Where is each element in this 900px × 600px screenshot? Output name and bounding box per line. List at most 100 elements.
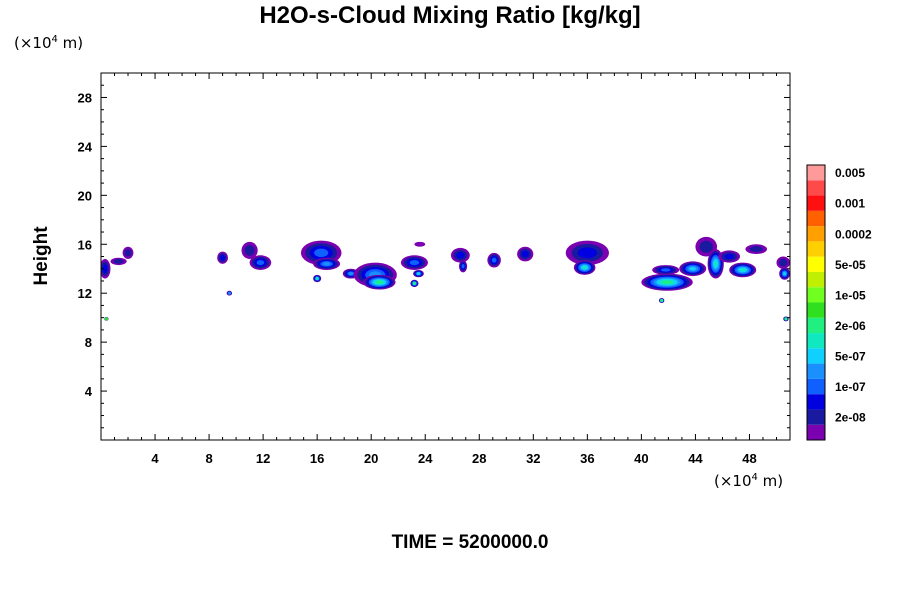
colorbar-swatch [807,424,825,440]
cloud-region [313,274,322,283]
cloud-layer [461,264,465,269]
colorbar-swatch [807,256,825,272]
x-tick-label: 48 [742,451,756,466]
x-tick-label: 36 [580,451,594,466]
colorbar-frame [806,164,826,441]
colorbar-swatch [807,394,825,410]
cloud-region [459,260,468,273]
x-tick-label: 28 [472,451,486,466]
colorbar-swatch [807,317,825,334]
y-axis-unit: (×104 m) [14,34,83,52]
cloud-layer [491,257,497,263]
cloud-region [729,262,757,278]
x-tick-label: 12 [256,451,270,466]
x-axis-unit-prefix: (×10 [714,472,752,490]
chart-title: H2O-s-Cloud Mixing Ratio [kg/kg] [259,2,641,29]
colorbar-swatch [807,210,825,227]
cloud-region [400,255,428,270]
cloud-layer [779,258,788,267]
x-tick-label: 8 [205,451,212,466]
colorbar-swatch [807,409,825,425]
x-tick-label: 16 [310,451,324,466]
y-tick-label: 16 [78,237,92,252]
cloud-layer [104,317,108,321]
x-tick-label: 40 [634,451,648,466]
colorbar-label: 0.005 [835,166,865,180]
x-tick-label: 20 [364,451,378,466]
y-tick-label: 4 [85,384,93,399]
cloud-layer [315,277,319,281]
y-tick-label: 12 [78,286,92,301]
cloud-region [217,251,228,264]
cloud-layer [724,253,735,260]
cloud-region [776,256,790,269]
time-annotation: TIME = 5200000.0 [391,532,549,553]
cloud-region [249,255,272,270]
cloud-layer [220,255,225,261]
cloud-layer [749,246,763,253]
cloud-region [104,317,109,321]
cloud-layer [521,250,529,258]
plot-area [101,73,790,440]
y-tick-label: 28 [78,90,92,105]
x-axis-unit: (×104 m) [714,472,783,490]
cloud-region [413,269,424,278]
colorbar-label: 2e-08 [835,411,866,425]
colorbar-swatch [807,378,825,395]
y-tick-label: 8 [85,335,92,350]
cloud-region [658,298,665,303]
cloud-region [718,250,741,263]
colorbar-swatch [807,165,825,181]
cloud-region [779,267,790,280]
cloud-region [414,241,426,247]
cloud-layer [783,272,787,276]
cloud-layer [456,252,465,259]
x-tick-label: 32 [526,451,540,466]
cloud-layer [699,240,713,253]
colorbar-swatch [807,333,825,349]
cloud-region [487,252,501,268]
cloud-layer [577,247,597,259]
cloud-region [226,290,233,296]
cloud-region [641,273,693,291]
cloud-region [745,244,768,255]
cloud-region [313,257,341,270]
y-axis-unit-exponent: 4 [51,34,58,45]
y-tick-label: 20 [78,188,92,203]
x-axis-unit-exponent: 4 [751,472,758,483]
colorbar-label: 0.001 [835,197,865,211]
cloud-layer [784,317,788,321]
cloud-layer [227,291,231,295]
colorbar-swatch [807,241,825,257]
cloud-region [363,274,396,290]
cloud-layer [102,264,108,274]
colorbar-label: 1e-07 [835,380,866,394]
x-tick-label: 44 [688,451,703,466]
cloud-layer [414,241,426,247]
cloud-layer [314,248,329,258]
colorbar-swatch [807,271,825,288]
cloud-layer [660,299,664,303]
cloud-region [517,246,534,262]
cloud-layer [582,265,587,270]
colorbar-swatch [807,180,825,196]
colorbar-label: 5e-05 [835,258,866,272]
cloud-layer [409,260,420,266]
cloud-layer [244,245,255,256]
cloud-region [241,241,258,259]
colorbar-swatch [807,348,825,364]
cloud-layer [256,260,265,266]
cloud-region [565,240,609,266]
colorbar-swatch [807,287,825,303]
cloud-layer [661,268,671,272]
colorbar-label: 0.0002 [835,227,872,241]
cloud-layer [376,280,383,284]
cloud-region [122,246,134,259]
cloud-region [573,260,596,275]
cloud-layer [739,268,746,272]
x-tick-label: 24 [418,451,433,466]
cloud-layer [124,249,132,257]
colorbar-label: 5e-07 [835,349,866,363]
cloud-layer [113,259,124,264]
